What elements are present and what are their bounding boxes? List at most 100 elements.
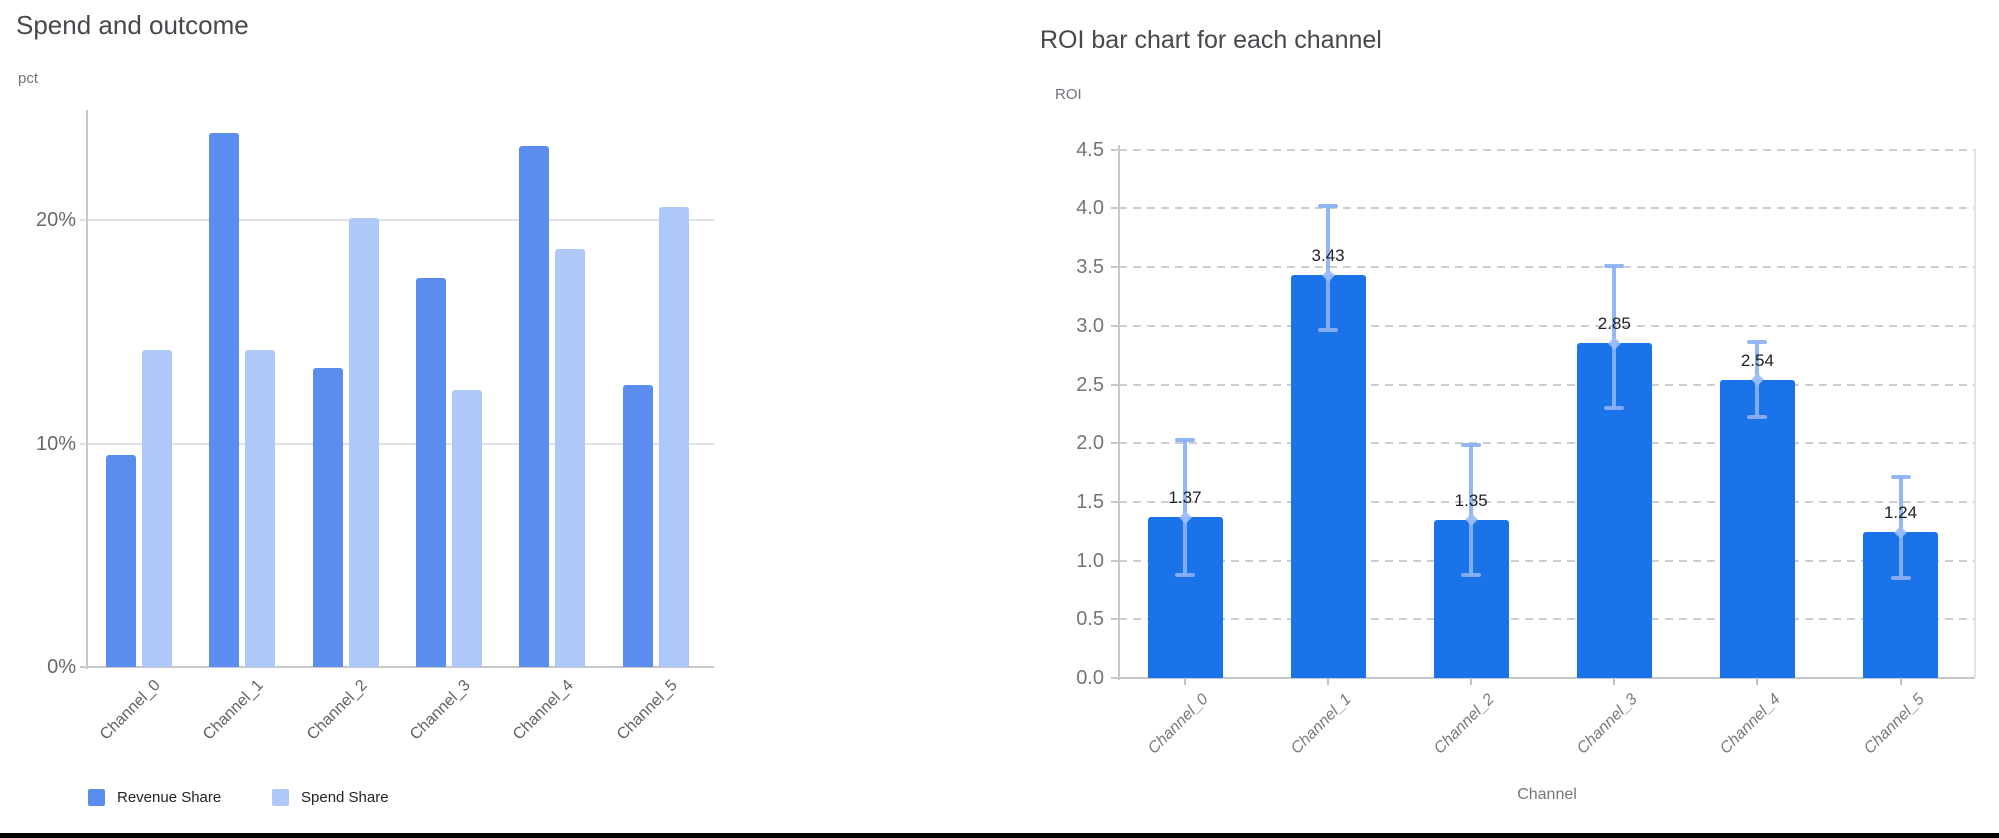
bar-value-label-Channel_2: 1.35 (1454, 490, 1488, 510)
bar-spend-Channel_2[interactable] (348, 217, 379, 667)
left-gridline (80, 442, 714, 445)
error-bar-Channel_0 (1183, 438, 1187, 575)
error-bar-top-cap (1175, 437, 1195, 442)
bar-value-label-Channel_3: 2.85 (1597, 314, 1631, 334)
error-bar-bottom-cap (1318, 328, 1339, 333)
bar-revenue-Channel_3[interactable] (415, 278, 446, 667)
legend-label: Spend Share (301, 788, 389, 806)
right-y-tick-label: 0.0 (1076, 667, 1104, 689)
error-bar-Channel_1 (1326, 204, 1331, 331)
legend-item-revenue-share[interactable]: Revenue Share (88, 788, 221, 806)
right-y-tick-mark (1111, 618, 1119, 621)
error-bar-top-cap (1604, 263, 1625, 268)
right-y-tick-label: 1.0 (1076, 549, 1104, 572)
error-bar-top-cap (1461, 443, 1482, 448)
right-gridline (1119, 207, 1975, 210)
right-y-tick-mark (1111, 559, 1119, 562)
right-y-tick-mark (1111, 383, 1119, 386)
right-gridline (1119, 559, 1975, 562)
bar-roi-Channel_4[interactable] (1719, 379, 1795, 678)
bar-spend-Channel_5[interactable] (658, 206, 689, 667)
right-x-tick-mark (1899, 679, 1902, 685)
right-y-tick-label: 2.0 (1076, 432, 1104, 455)
right-x-tick-mark (1613, 679, 1616, 685)
left-x-tick-label: Channel_5 (613, 676, 681, 744)
right-x-tick-label: Channel_4 (1717, 690, 1785, 758)
error-bar-Channel_3 (1612, 264, 1617, 408)
right-gridline (1119, 148, 1975, 151)
bar-spend-Channel_4[interactable] (555, 249, 586, 667)
right-y-tick-label: 0.5 (1076, 608, 1104, 631)
right-y-tick-label: 4.0 (1076, 197, 1104, 220)
right-gridline (1119, 442, 1975, 445)
right-y-tick-mark (1111, 324, 1119, 327)
right-x-tick-label: Channel_3 (1574, 690, 1642, 758)
bottom-window-border (0, 833, 1999, 838)
right-x-tick-mark (1470, 679, 1473, 685)
left-y-tick-label: 10% (35, 432, 76, 455)
bar-revenue-Channel_0[interactable] (106, 454, 136, 667)
right-y-tick-mark (1111, 500, 1119, 503)
error-bar-top-cap (1318, 203, 1339, 208)
left-y-axis-unit-label: pct (18, 70, 39, 87)
legend-label: Revenue Share (117, 788, 222, 806)
bar-spend-Channel_3[interactable] (451, 389, 482, 667)
right-y-tick-mark (1111, 677, 1119, 679)
left-gridline (80, 219, 714, 221)
left-y-axis-line (86, 110, 88, 669)
error-bar-Channel_2 (1469, 444, 1474, 575)
bar-value-label-Channel_5: 1.24 (1883, 503, 1918, 523)
right-y-tick-mark (1111, 148, 1119, 151)
error-bar-bottom-cap (1461, 572, 1482, 577)
right-gridline (1119, 266, 1975, 269)
legend-swatch-spend-share (272, 788, 289, 806)
error-bar-bottom-cap (1890, 576, 1911, 581)
right-plot-border (1974, 149, 1976, 678)
right-y-tick-label: 1.5 (1076, 490, 1104, 513)
error-bar-bottom-cap (1747, 415, 1768, 420)
left-x-axis-line (80, 666, 714, 668)
right-x-tick-label: Channel_5 (1860, 690, 1928, 758)
right-gridline (1119, 500, 1975, 503)
bar-revenue-Channel_2[interactable] (312, 367, 343, 667)
right-y-tick-label: 3.5 (1076, 256, 1104, 279)
bar-revenue-Channel_1[interactable] (209, 132, 240, 667)
bar-value-label-Channel_0: 1.37 (1168, 488, 1202, 508)
bar-roi-Channel_1[interactable] (1290, 275, 1366, 678)
right-x-tick-mark (1327, 679, 1330, 685)
bar-revenue-Channel_5[interactable] (622, 385, 653, 667)
bar-spend-Channel_1[interactable] (245, 349, 276, 667)
legend-item-spend-share[interactable]: Spend Share (272, 788, 389, 806)
bar-revenue-Channel_4[interactable] (519, 146, 550, 667)
error-bar-bottom-cap (1175, 572, 1195, 577)
bar-value-label-Channel_1: 3.43 (1311, 246, 1345, 266)
left-y-tick-label: 20% (35, 209, 76, 231)
right-y-tick-mark (1111, 207, 1119, 210)
error-bar-bottom-cap (1604, 405, 1625, 410)
right-gridline (1119, 324, 1975, 327)
right-chart-title: ROI bar chart for each channel (1040, 26, 1382, 54)
legend-swatch-revenue-share (88, 788, 105, 806)
right-gridline (1119, 383, 1975, 386)
right-y-tick-label: 3.0 (1076, 314, 1104, 337)
right-y-axis-line (1118, 145, 1120, 680)
left-y-tick-label: 0% (47, 656, 76, 678)
bar-value-label-Channel_4: 2.54 (1740, 350, 1774, 370)
right-x-tick-label: Channel_1 (1288, 690, 1355, 758)
right-y-axis-unit-label: ROI (1055, 86, 1082, 103)
right-x-tick-mark (1756, 679, 1759, 685)
right-y-tick-label: 2.5 (1076, 373, 1104, 396)
left-chart-title: Spend and outcome (16, 10, 249, 40)
right-gridline (1119, 618, 1975, 621)
bar-spend-Channel_0[interactable] (142, 349, 172, 667)
error-bar-top-cap (1890, 475, 1911, 480)
error-bar-top-cap (1747, 340, 1768, 345)
right-x-tick-label: Channel_0 (1144, 690, 1212, 758)
right-y-tick-mark (1111, 266, 1119, 269)
right-y-tick-label: 4.5 (1076, 138, 1104, 161)
right-x-axis-line (1112, 677, 1975, 679)
right-x-axis-title: Channel (1517, 786, 1577, 803)
right-y-tick-mark (1111, 442, 1119, 445)
right-x-tick-mark (1184, 679, 1186, 685)
